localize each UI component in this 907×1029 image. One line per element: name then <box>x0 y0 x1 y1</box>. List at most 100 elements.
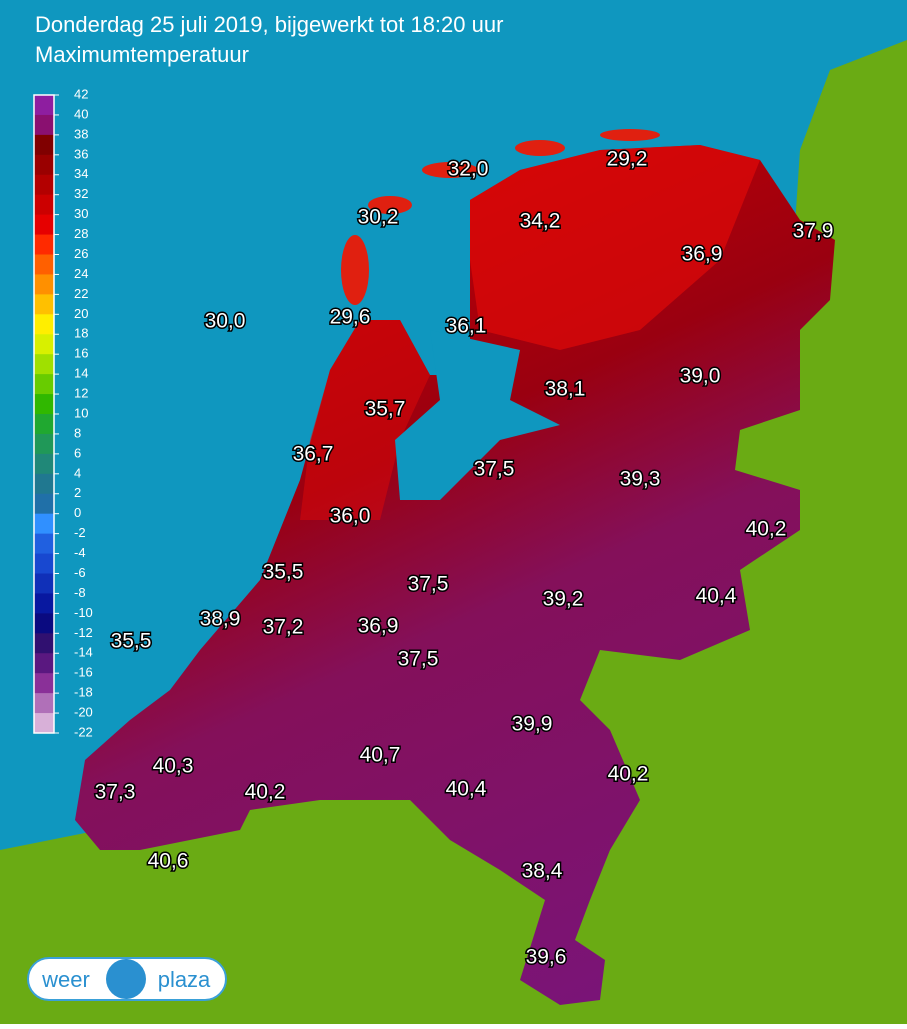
legend-swatch <box>34 334 54 355</box>
legend-label: 12 <box>74 386 88 401</box>
logo-text: plaza <box>158 967 211 992</box>
legend-swatch <box>34 653 54 674</box>
station-value: 35,7 <box>365 398 406 421</box>
station-value: 40,3 <box>153 755 194 778</box>
legend-label: 38 <box>74 126 88 141</box>
legend-swatch <box>34 95 54 116</box>
legend-label: 0 <box>74 505 81 520</box>
station-value: 40,2 <box>746 518 787 541</box>
legend-swatch <box>34 134 54 156</box>
legend-swatch <box>34 214 54 236</box>
legend-label: 6 <box>74 445 81 460</box>
legend-swatch <box>34 174 54 196</box>
legend-label: 18 <box>74 326 88 341</box>
station-value: 36,9 <box>682 243 723 266</box>
legend-swatch <box>34 414 54 435</box>
legend-swatch <box>34 493 54 515</box>
legend-label: 26 <box>74 246 88 261</box>
station-value: 40,6 <box>148 850 189 873</box>
legend-swatch <box>34 473 54 495</box>
station-value: 38,1 <box>545 378 586 401</box>
station-value: 36,9 <box>358 615 399 638</box>
ijsselmeer <box>395 330 560 500</box>
legend-label: -8 <box>74 585 86 600</box>
legend-label: 42 <box>74 86 88 101</box>
legend-swatch <box>34 553 54 574</box>
station-value: 37,5 <box>474 458 515 481</box>
legend-swatch <box>34 453 54 475</box>
legend-label: 8 <box>74 425 81 440</box>
station-value: 39,0 <box>680 365 721 388</box>
legend-label: 16 <box>74 346 88 361</box>
station-value: 38,4 <box>522 860 563 883</box>
station-value: 35,5 <box>111 630 152 653</box>
legend-swatch <box>34 374 54 395</box>
station-value: 37,2 <box>263 616 304 639</box>
legend-swatch <box>34 433 54 455</box>
netherlands <box>75 145 835 1005</box>
legend-swatch <box>34 294 54 315</box>
legend-label: 10 <box>74 405 88 420</box>
legend-swatch <box>34 593 54 614</box>
legend-swatch <box>34 194 54 216</box>
warm-region <box>300 320 430 520</box>
subtitle: Maximumtemperatuur <box>35 42 249 67</box>
title: Donderdag 25 juli 2019, bijgewerkt tot 1… <box>35 12 503 37</box>
island <box>341 235 369 305</box>
station-value: 39,3 <box>620 468 661 491</box>
legend-swatch <box>34 513 54 535</box>
legend-label: 4 <box>74 465 81 480</box>
legend-label: -14 <box>74 645 93 660</box>
legend-label: 20 <box>74 306 88 321</box>
island <box>422 162 478 178</box>
stations: 32,0 29,2 30,2 34,2 37,9 36,9 30,0 29,6 36,1 39,0… <box>93 146 835 970</box>
island <box>600 129 660 141</box>
land <box>0 40 907 1024</box>
legend-label: -22 <box>74 724 93 739</box>
legend-label: -20 <box>74 705 93 720</box>
station-value: 40,2 <box>245 781 286 804</box>
legend-label: -2 <box>74 525 86 540</box>
island <box>368 196 412 214</box>
station-value: 39,2 <box>543 588 584 611</box>
legend-swatch <box>34 254 54 275</box>
legend-swatch <box>34 114 54 136</box>
station-value: 34,2 <box>520 210 561 233</box>
station-value: 29,2 <box>607 148 648 171</box>
station-value: 30,2 <box>358 206 399 229</box>
station-value: 40,4 <box>446 778 487 801</box>
station-value: 36,1 <box>446 315 487 338</box>
legend-label: 22 <box>74 286 88 301</box>
station-value: 36,7 <box>293 443 334 466</box>
legend-label: -16 <box>74 665 93 680</box>
station-value: 29,6 <box>330 306 371 329</box>
station-value: 39,9 <box>512 713 553 736</box>
legend-label: 36 <box>74 146 88 161</box>
logo-text: weer <box>41 967 90 992</box>
station-value: 38,9 <box>200 608 241 631</box>
legend-label: -10 <box>74 605 93 620</box>
station-value: 40,4 <box>696 585 737 608</box>
station-value: 40,7 <box>360 744 401 767</box>
legend-label: 14 <box>74 366 88 381</box>
legend-label: -4 <box>74 545 86 560</box>
legend-label: 2 <box>74 485 81 500</box>
station-value: 30,0 <box>205 310 246 333</box>
station-value: 32,0 <box>448 158 489 181</box>
station-value: 37,9 <box>793 220 834 243</box>
station-value: 35,5 <box>263 561 304 584</box>
legend-label: 34 <box>74 166 88 181</box>
station-value: 39,6 <box>526 946 567 969</box>
legend-swatch <box>34 154 54 176</box>
warm-region <box>470 145 760 350</box>
legend-swatch <box>34 613 54 634</box>
legend-label: 30 <box>74 206 88 221</box>
station-value: 40,2 <box>608 763 649 786</box>
station-value: 37,3 <box>95 781 136 804</box>
station-value: 37,5 <box>398 648 439 671</box>
legend-swatch <box>34 693 54 714</box>
station-value: 37,5 <box>408 573 449 596</box>
legend-label: -12 <box>74 625 93 640</box>
island <box>515 140 565 156</box>
